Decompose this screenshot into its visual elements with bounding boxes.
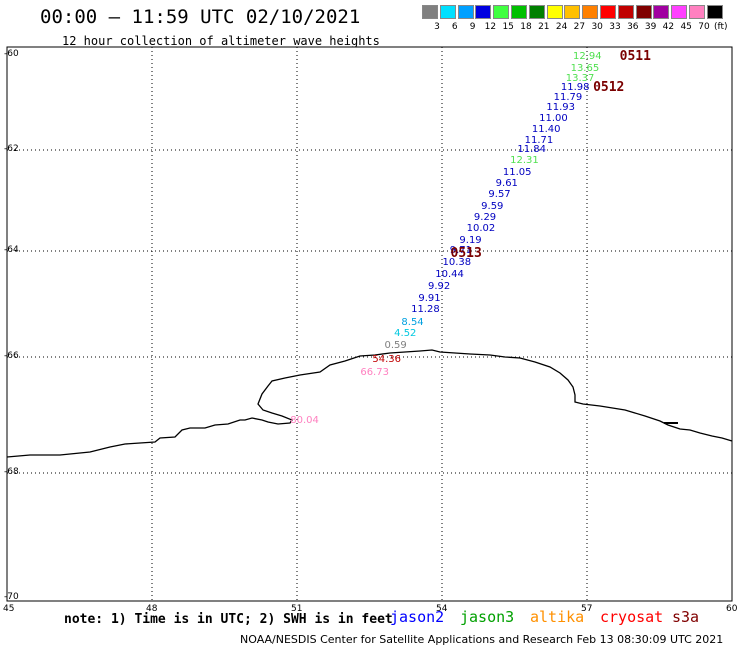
- latitude-label: -70: [4, 592, 19, 602]
- legend-swatch: [653, 5, 670, 19]
- legend-swatch: [511, 5, 527, 19]
- latitude-label: -68: [4, 467, 19, 477]
- wave-height-value: 13.37: [565, 72, 595, 84]
- latitude-label: -60: [4, 49, 19, 59]
- longitude-label: 48: [146, 604, 158, 614]
- map-subtitle: 12 hour collection of altimeter wave hei…: [62, 34, 380, 48]
- wave-height-value: 8.54: [401, 316, 424, 328]
- longitude-label: 60: [726, 604, 738, 614]
- wave-height-value: 54.36: [372, 353, 402, 365]
- legend-swatch: [582, 5, 599, 19]
- graticule: [7, 47, 732, 601]
- legend-label: 9: [469, 22, 476, 32]
- wave-height-value: 10.02: [466, 223, 496, 235]
- latitude-label: -66: [4, 351, 19, 361]
- legend-swatch: [689, 5, 705, 19]
- satellite-name: jason3: [460, 608, 515, 626]
- color-legend: 3 6 9 12 15 18 21 24 27 30 33 36 39 42 45 70 (ft): [422, 5, 728, 35]
- legend-label: 6: [451, 22, 458, 32]
- footer-credit: NOAA/NESDIS Center for Satellite Applica…: [240, 633, 724, 646]
- wave-height-value: 11.93: [546, 102, 576, 114]
- wave-height-value: 12.31: [510, 155, 539, 167]
- wave-height-value: 80.04: [290, 414, 319, 426]
- satellite-name: cryosat: [600, 608, 664, 626]
- wave-height-value: 4.52: [394, 328, 417, 340]
- wave-height-value: 9.92: [428, 281, 451, 293]
- legend-label: 15: [502, 22, 514, 32]
- legend-swatch: [422, 5, 438, 19]
- wave-height-value: 11.05: [502, 166, 532, 178]
- longitude-label: 54: [436, 604, 448, 614]
- wave-height-value: 11.28: [411, 304, 440, 316]
- legend-label: 30: [591, 22, 603, 32]
- legend-swatch: [439, 5, 456, 19]
- legend-label: 42: [662, 22, 675, 32]
- satellite-name: s3a: [672, 608, 700, 626]
- legend-label: 12: [484, 22, 497, 32]
- latitude-label: -64: [4, 245, 19, 255]
- legend-label: 33: [609, 22, 621, 32]
- satellite-name: jason2: [390, 608, 445, 626]
- longitude-label: 51: [291, 604, 303, 614]
- wave-height-value: 9.61: [495, 177, 518, 189]
- legend-label: 24: [555, 22, 568, 32]
- legend-label: 36: [627, 22, 639, 32]
- wave-height-value: 11.00: [539, 113, 568, 125]
- satellite-name: altika: [530, 608, 585, 626]
- wave-height-value: 9.71: [449, 245, 473, 256]
- legend-label: 45: [680, 22, 692, 32]
- wave-height-value: 9.91: [418, 292, 441, 304]
- legend-swatch: [528, 5, 545, 19]
- legend-swatch: [457, 5, 474, 19]
- wave-height-value: 9.57: [488, 189, 511, 201]
- wave-height-value: 11.71: [524, 134, 554, 146]
- wave-height-value: 9.19: [459, 234, 482, 246]
- legend-label: 70: [698, 22, 710, 32]
- legend-label: 39: [644, 22, 657, 32]
- longitude-label: 45: [3, 604, 15, 614]
- latitude-label: -62: [4, 144, 19, 154]
- legend-swatch: [564, 5, 581, 19]
- map-title: 00:00 – 11:59 UTC 02/10/2021: [40, 6, 361, 28]
- legend-swatch: [546, 5, 563, 19]
- pass-time-label: 0513: [450, 245, 482, 261]
- wave-height-value: 66.73: [360, 367, 389, 379]
- legend-swatch: [617, 5, 634, 19]
- footer-note: note: 1) Time is in UTC; 2) SWH is in fe…: [64, 612, 393, 627]
- legend-label: 3: [434, 22, 440, 32]
- wave-height-value: 12.94: [573, 51, 602, 63]
- legend-label: 21: [538, 22, 550, 32]
- antarctic-coastline: [6, 349, 733, 458]
- wave-height-value: 13.65: [570, 63, 600, 75]
- legend-swatch: [493, 5, 510, 19]
- legend-swatch: [600, 5, 616, 19]
- longitude-label: 57: [581, 604, 593, 614]
- map-frame: [6, 46, 733, 602]
- pass-time-label: 0511: [619, 49, 651, 65]
- wave-height-value: 9.59: [481, 200, 504, 212]
- wave-height-value: 0.59: [384, 340, 407, 352]
- legend-swatch: [475, 5, 492, 19]
- wave-height-value: 10.44: [435, 268, 464, 280]
- legend-label: 18: [520, 22, 532, 32]
- legend-swatch: [671, 5, 688, 19]
- legend-label: 27: [573, 22, 586, 32]
- legend-swatch: [706, 5, 723, 19]
- wave-height-value: 11.84: [517, 144, 547, 155]
- wave-height-value: 9.29: [473, 212, 497, 224]
- wave-height-value: 11.40: [531, 123, 561, 135]
- wave-height-value: 11.98: [560, 82, 590, 94]
- wave-height-value: 10.38: [442, 256, 472, 268]
- legend-swatch: [635, 5, 652, 19]
- legend-unit: (ft): [714, 22, 728, 32]
- pass-time-label: 0512: [593, 80, 625, 96]
- wave-height-value: 11.79: [553, 91, 583, 103]
